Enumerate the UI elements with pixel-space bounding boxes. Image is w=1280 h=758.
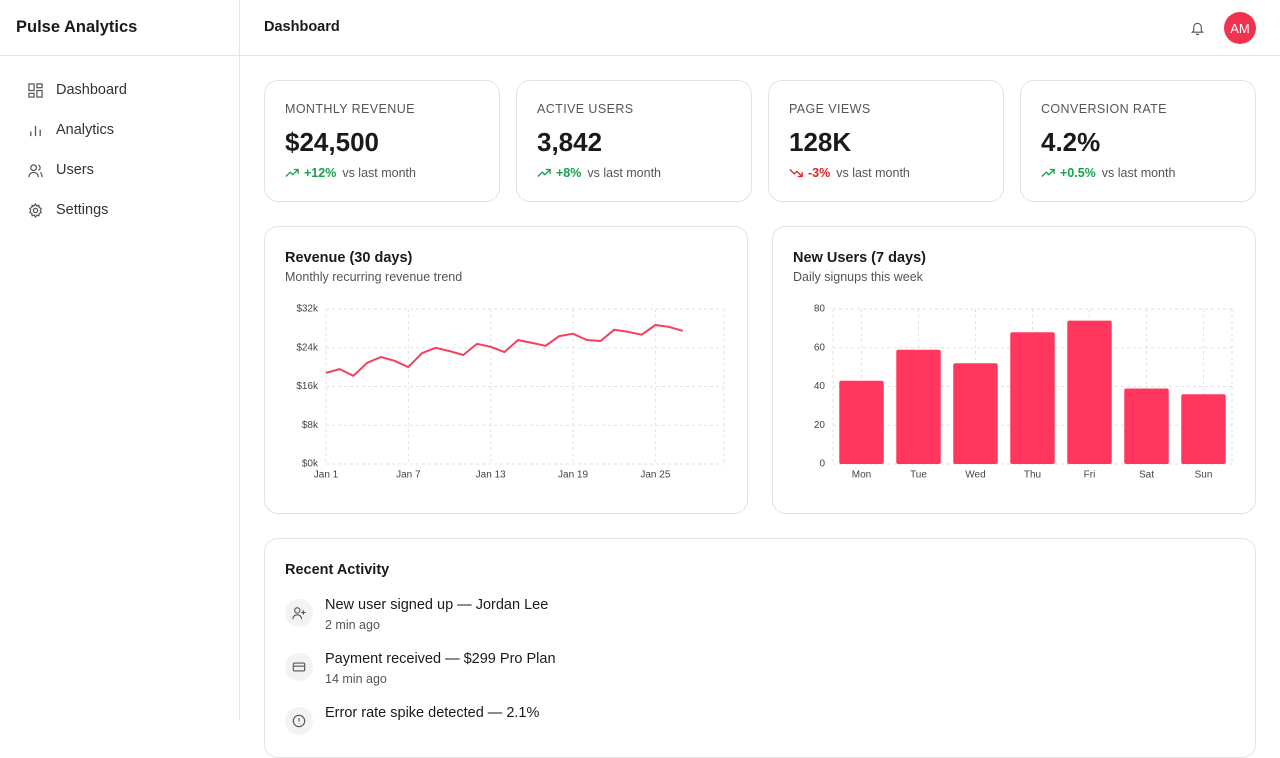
revenue-card: Revenue (30 days) Monthly recurring reve… [264, 226, 748, 514]
activity-text: Error rate spike detected — 2.1% [325, 705, 540, 721]
y-tick-label: 60 [814, 342, 826, 353]
y-tick-label: $16k [296, 381, 319, 392]
kpi-note: vs last month [342, 166, 416, 180]
y-tick-label: $24k [296, 342, 319, 353]
x-tick-label: Tue [910, 470, 927, 481]
bar [1181, 394, 1226, 464]
kpi-note: vs last month [587, 166, 662, 180]
chart: 0 20 40 60 80 Mon Tue Wed Thu Fri Sat Sun [814, 304, 1233, 481]
activity-text: Payment received — $299 Pro Plan [325, 651, 556, 667]
bar [1010, 332, 1055, 464]
kpi-card: ACTIVE USERS 3,842 +8% vs last month [516, 80, 752, 202]
bar [1067, 320, 1112, 464]
bar [1124, 388, 1169, 464]
kpi-label: ACTIVE USERS [537, 102, 634, 116]
nav-item[interactable]: Settings [28, 200, 108, 220]
kpi-change: +12% vs last month [285, 166, 416, 180]
nav-item[interactable]: Users [28, 160, 94, 180]
kpi-delta: +0.5% [1060, 166, 1096, 180]
notification-bell[interactable] [1190, 20, 1205, 36]
kpi-note: vs last month [836, 166, 910, 180]
activity-title: Recent Activity [285, 562, 390, 578]
line [325, 324, 684, 377]
x-tick-label: Mon [852, 470, 871, 481]
y-tick-label: 20 [814, 420, 826, 431]
y-tick-label: 40 [814, 381, 826, 392]
kpi-value: 3,842 [537, 127, 603, 157]
activity-icon [285, 653, 313, 681]
nav-item[interactable]: Analytics [28, 120, 114, 140]
bar [953, 363, 998, 464]
x-tick-label: Fri [1084, 470, 1096, 481]
x-tick-label: Sun [1195, 470, 1213, 481]
nav-label: Analytics [56, 122, 115, 138]
trend-icon [789, 169, 803, 178]
activity-card: Recent Activity New user signed up — Jor… [264, 538, 1256, 758]
y-tick-label: $8k [302, 420, 319, 431]
kpi-value: 128K [789, 127, 852, 157]
x-tick-label: Jan 19 [558, 470, 588, 481]
y-tick-label: 80 [814, 304, 826, 315]
x-tick-label: Jan 25 [640, 470, 670, 481]
y-tick-label: 0 [819, 459, 825, 470]
x-tick-label: Jan 13 [476, 470, 506, 481]
kpi-card: CONVERSION RATE 4.2% +0.5% vs last month [1020, 80, 1256, 202]
x-tick-label: Sat [1139, 470, 1154, 481]
activity-icon [285, 707, 313, 735]
kpi-value: $24,500 [285, 127, 379, 157]
chart-subtitle: Daily signups this week [793, 270, 923, 284]
y-tick-label: $0k [302, 459, 319, 470]
chart-title: Revenue (30 days) [285, 250, 413, 266]
kpi-delta: +8% [556, 166, 582, 180]
nav-label: Dashboard [56, 82, 127, 98]
activity-icon [285, 599, 313, 627]
users-card: New Users (7 days) Daily signups this we… [772, 226, 1256, 514]
trend-icon [1041, 168, 1055, 177]
kpi-delta: +12% [304, 166, 337, 180]
avatar[interactable]: AM [1224, 12, 1256, 44]
chart-title: New Users (7 days) [793, 250, 926, 266]
activity-time: 2 min ago [325, 618, 380, 632]
divider [0, 55, 239, 56]
brand: Pulse Analytics [16, 18, 138, 36]
trend-icon [537, 168, 551, 177]
kpi-value: 4.2% [1041, 127, 1101, 157]
chart-subtitle: Monthly recurring revenue trend [285, 270, 463, 284]
kpi-delta: -3% [808, 166, 831, 180]
kpi-card: PAGE VIEWS 128K -3% vs last month [768, 80, 1004, 202]
kpi-label: CONVERSION RATE [1041, 102, 1167, 116]
kpi-label: MONTHLY REVENUE [285, 102, 415, 116]
nav-item[interactable]: Dashboard [28, 80, 127, 100]
kpi-card: MONTHLY REVENUE $24,500 +12% vs last month [264, 80, 500, 202]
activity-time: 14 min ago [325, 672, 387, 686]
kpi-change: +0.5% vs last month [1041, 166, 1175, 180]
kpi-note: vs last month [1101, 166, 1176, 180]
page-title: Dashboard [264, 19, 340, 35]
activity-text: New user signed up — Jordan Lee [325, 597, 549, 613]
chart: $0k $8k $16k $24k $32k Jan 1 Jan 7 Jan 13 Jan 19… [296, 304, 725, 481]
kpi-label: PAGE VIEWS [789, 102, 871, 116]
sidebar: Pulse Analytics Dashboard Analytics User… [0, 0, 240, 720]
y-tick-label: $32k [296, 304, 319, 315]
bar [896, 349, 941, 464]
trend-icon [285, 168, 299, 177]
x-tick-label: Thu [1024, 470, 1041, 481]
nav-label: Users [56, 162, 94, 178]
bar [839, 380, 884, 464]
kpi-change: -3% vs last month [789, 166, 910, 180]
x-tick-label: Wed [965, 470, 985, 481]
header: Dashboard AM [240, 0, 1280, 56]
nav-label: Settings [56, 202, 109, 218]
kpi-change: +8% vs last month [537, 166, 661, 180]
x-tick-label: Jan 1 [314, 470, 339, 481]
x-tick-label: Jan 7 [396, 470, 421, 481]
